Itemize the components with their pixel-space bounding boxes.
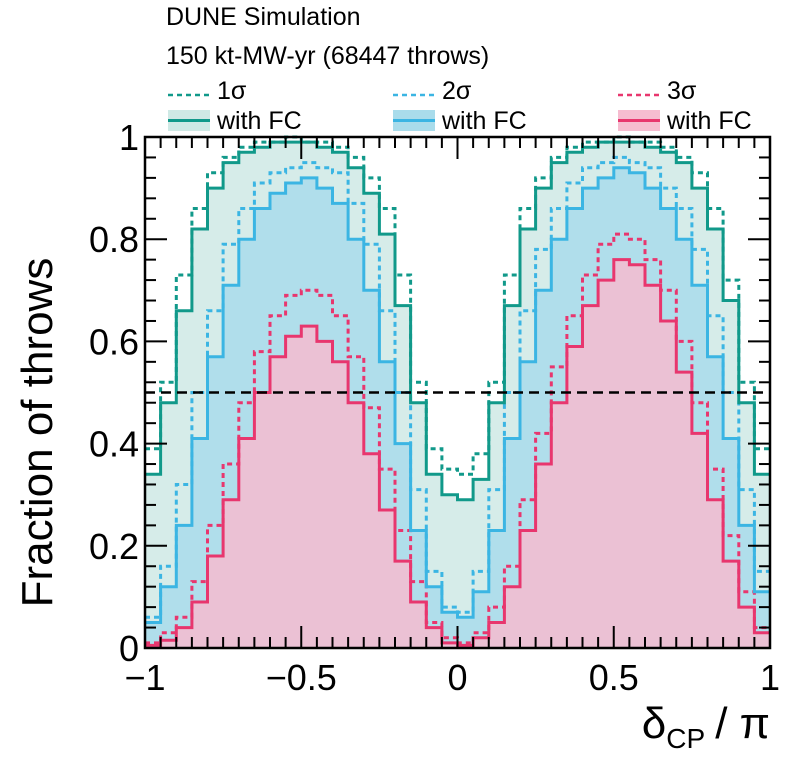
step-line-1sigma (145, 135, 770, 476)
y-tick-label: 0.8 (89, 219, 139, 260)
histogram-fills (145, 142, 770, 648)
step-line-2sigma (145, 155, 770, 619)
x-tick-label: 0.5 (589, 657, 639, 698)
step-line-2sigma-with-fc (145, 166, 770, 624)
x-tick-label: −0.5 (266, 657, 337, 698)
chart-subtitle: 150 kt-MW-yr (68447 throws) (166, 42, 489, 70)
y-tick-label: 0.2 (89, 526, 139, 567)
y-tick-label: 0.4 (89, 424, 139, 465)
legend-label-3sigma: 3σ (667, 77, 697, 105)
x-axis-label-subscript: CP (666, 723, 705, 754)
step-line-1sigma-with-fc (145, 140, 770, 502)
y-axis-label: Fraction of throws (13, 258, 62, 608)
legend-entry-2sigma-fc: with FC (393, 107, 527, 135)
x-axis-label-delta: δ (642, 699, 667, 748)
legend-entry-3sigma: 3σ (618, 77, 697, 105)
axis-ticks (144, 136, 771, 649)
y-tick-label: 0.6 (89, 321, 139, 362)
x-tick-label: 1 (760, 657, 780, 698)
y-tick-label: 0 (119, 628, 139, 669)
legend-label-1sigma: 1σ (217, 77, 247, 105)
fill-3sigma-with-fc (145, 259, 770, 648)
x-axis-label-tail: / π (715, 699, 770, 748)
x-tick-label: 0 (447, 657, 467, 698)
legend-entry-1sigma-fc: with FC (168, 107, 302, 135)
chart-title: DUNE Simulation (166, 3, 361, 31)
legend-label-2sigma: 2σ (442, 77, 472, 105)
axis-tick-labels: −1 −0.5 0 0.5 1 0 0.2 0.4 0.6 0.8 1 (89, 117, 780, 698)
legend-entry-3sigma-fc: with FC (618, 107, 752, 135)
legend-entry-2sigma: 2σ (393, 77, 472, 105)
legend-entry-1sigma: 1σ (168, 77, 247, 105)
x-tick-label: −1 (124, 657, 165, 698)
legend-label-2sigma-fc: with FC (441, 107, 527, 135)
legend-label-3sigma-fc: with FC (666, 107, 752, 135)
legend: 1σ 2σ 3σ with FC with FC with FC (168, 77, 752, 135)
y-tick-label: 1 (119, 117, 139, 158)
x-axis-label: δCP / π (642, 699, 770, 754)
legend-label-1sigma-fc: with FC (216, 107, 302, 135)
